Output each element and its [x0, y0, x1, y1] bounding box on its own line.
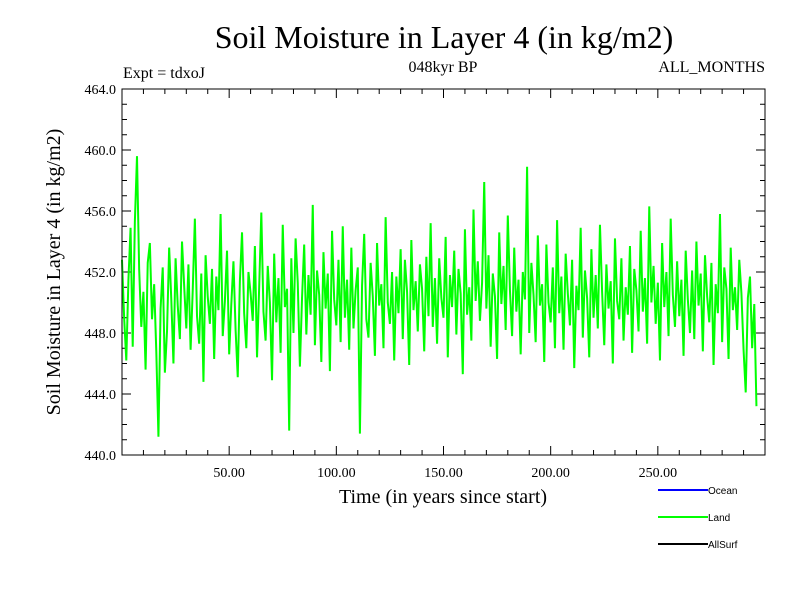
y-tick-label: 460.0 [85, 144, 117, 159]
y-tick-label: 452.0 [85, 266, 117, 281]
y-axis-ticks: 440.0 444.0 448.0 452.0 456.0 460.0 464.0 [85, 83, 765, 464]
y-axis-label: Soil Moisture in Layer 4 (in kg/m2) [43, 129, 65, 416]
plot-frame [121, 88, 766, 456]
legend-label-ocean: Ocean [708, 486, 737, 497]
x-tick-label: 150.00 [424, 466, 463, 481]
experiment-label: Expt = tdxoJ [123, 65, 205, 82]
x-tick-label: 250.00 [639, 466, 678, 481]
period-label: 048kyr BP [409, 59, 478, 76]
x-tick-label: 100.00 [317, 466, 356, 481]
y-tick-label: 444.0 [85, 388, 117, 403]
y-tick-label: 456.0 [85, 205, 117, 220]
legend-label-land: Land [708, 513, 730, 524]
y-tick-label: 464.0 [85, 83, 117, 98]
legend-label-allsurf: AllSurf [708, 540, 738, 551]
x-axis-ticks: 50.00 100.00 150.00 200.00 250.00 [142, 89, 745, 481]
series-line-land [121, 156, 758, 437]
y-tick-label: 448.0 [85, 327, 117, 342]
y-tick-label: 440.0 [85, 449, 117, 464]
months-label: ALL_MONTHS [658, 59, 765, 76]
x-axis-label: Time (in years since start) [339, 486, 547, 508]
x-tick-label: 200.00 [531, 466, 570, 481]
x-tick-label: 50.00 [213, 466, 245, 481]
plot-series [121, 156, 758, 437]
chart-title: Soil Moisture in Layer 4 (in kg/m2) [215, 19, 674, 55]
legend: Ocean Land AllSurf [658, 486, 738, 551]
